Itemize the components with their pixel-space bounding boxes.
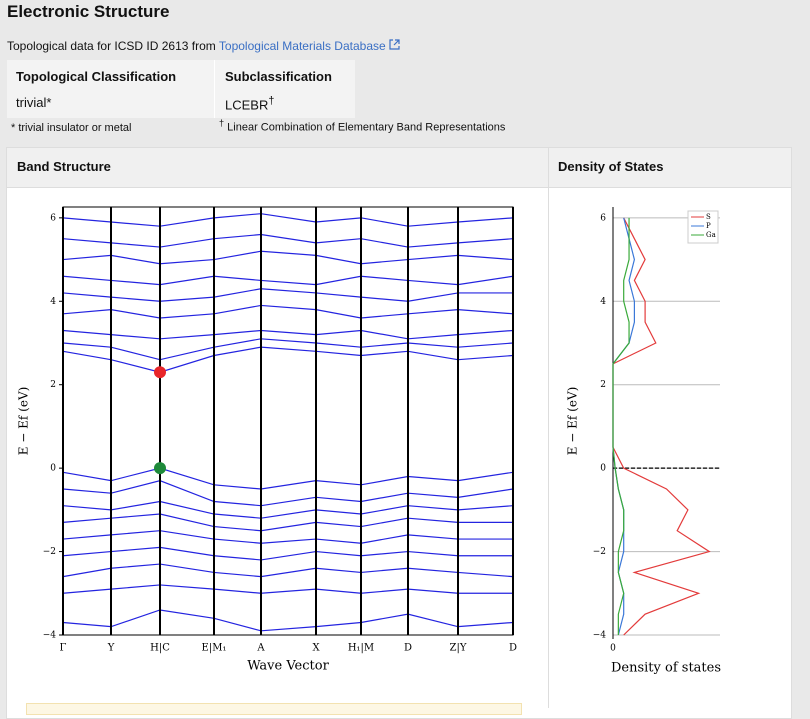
- table-value: LCEBR†: [225, 95, 274, 112]
- x-tick-label: D: [404, 643, 412, 654]
- source-prefix: Topological data for ICSD ID 2613 from: [7, 39, 216, 53]
- dos-line: [612, 217, 630, 635]
- y-tick-label: −2: [593, 547, 606, 557]
- x-tick-label: X: [312, 643, 320, 654]
- legend-box: [687, 210, 719, 244]
- charts: −4 −2 0 2 4 6 Γ Y H|C E|M₁ A X H₁|M D Z|Y D Wave Vector E…: [17, 206, 721, 676]
- source-line: Topological data for ICSD ID 2613 from T…: [7, 39, 400, 53]
- panel-title: Density of States: [558, 159, 664, 174]
- band: [62, 329, 514, 340]
- dagger: †: [268, 95, 275, 107]
- x-tick-label: Γ: [60, 643, 67, 654]
- y-tick-label: −2: [43, 547, 56, 557]
- y-tick-label: 4: [50, 297, 56, 307]
- notice-box: [26, 703, 522, 715]
- legend-label: S: [706, 213, 711, 221]
- band: [62, 288, 513, 302]
- table-value: trivial*: [16, 95, 52, 110]
- x-tick-label: Y: [107, 643, 115, 654]
- legend-label: P: [706, 222, 711, 230]
- band: [62, 275, 514, 286]
- extremum-point: [154, 462, 166, 475]
- plot-frame: [62, 206, 514, 636]
- divider: [548, 147, 549, 708]
- x-tick-label: D: [509, 643, 517, 654]
- y-axis-label: E − Ef (eV): [17, 387, 31, 456]
- band: [62, 213, 514, 227]
- band: [62, 338, 514, 361]
- legend-label: Ga: [706, 231, 716, 239]
- band: [62, 233, 514, 248]
- y-tick-label: −4: [593, 631, 607, 641]
- footnote: * trivial insulator or metal: [11, 122, 132, 134]
- table-header: Topological Classification: [16, 69, 177, 84]
- band: [62, 250, 514, 265]
- dos-line: [612, 217, 711, 636]
- dagger: †: [219, 118, 225, 128]
- y-tick-label: 6: [600, 213, 606, 223]
- panel-header: [6, 147, 792, 188]
- divider: [214, 60, 215, 118]
- band: [62, 467, 514, 490]
- band: [62, 609, 514, 632]
- band: [62, 500, 514, 519]
- title: Electronic Structure: [7, 2, 170, 21]
- band: [62, 346, 514, 373]
- band: [62, 530, 513, 544]
- footnote: † Linear Combination of Elementary Band …: [219, 118, 505, 134]
- x-tick-label: H|C: [150, 643, 170, 654]
- band: [62, 546, 513, 561]
- y-tick-label: 4: [600, 297, 606, 307]
- value: LCEBR: [225, 97, 269, 113]
- x-tick-label: H₁|M: [348, 643, 374, 654]
- band: [62, 584, 513, 594]
- band: [62, 304, 514, 319]
- y-tick-label: 2: [50, 380, 56, 390]
- y-tick-label: −4: [43, 631, 57, 641]
- panel: [6, 147, 792, 719]
- x-tick-label: A: [256, 643, 265, 654]
- band: [62, 480, 514, 507]
- classification-table: [7, 60, 355, 118]
- footnote-text: Linear Combination of Elementary Band Re…: [227, 121, 506, 134]
- y-tick-label: 0: [600, 464, 606, 474]
- band: [62, 513, 513, 532]
- table-header: Subclassification: [225, 69, 332, 84]
- band: [62, 563, 514, 578]
- external-icon: [389, 39, 400, 50]
- panel-title: Band Structure: [17, 159, 111, 174]
- x-tick-label: E|M₁: [202, 643, 227, 654]
- x-axis-label: Wave Vector: [247, 659, 329, 674]
- y-axis-label: E − Ef (eV): [566, 387, 580, 456]
- y-tick-label: 0: [50, 464, 56, 474]
- x-tick-label: Z|Y: [450, 643, 467, 654]
- y-tick-label: 6: [50, 213, 56, 223]
- x-axis-label: Density of states: [611, 661, 721, 676]
- x-tick-label: 0: [610, 644, 616, 654]
- extremum-point: [154, 366, 166, 379]
- y-tick-label: 2: [600, 380, 606, 390]
- source-link[interactable]: Topological Materials Database: [218, 39, 386, 53]
